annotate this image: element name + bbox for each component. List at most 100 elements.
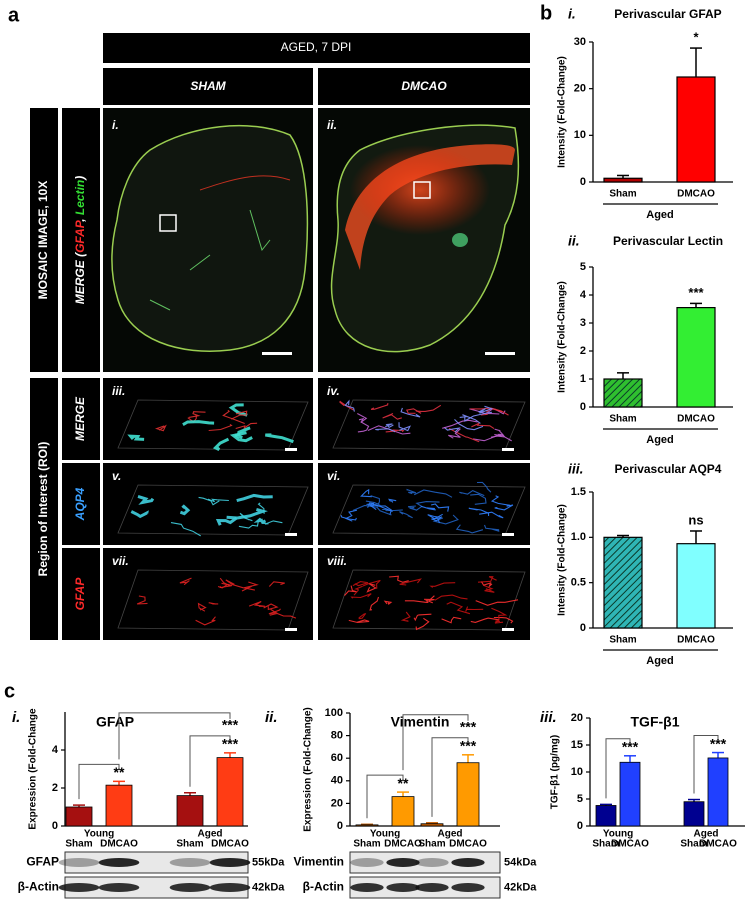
error-bar — [690, 47, 702, 77]
blot-band — [209, 883, 251, 892]
vessel — [230, 410, 248, 420]
vessel — [448, 428, 461, 439]
vessel — [415, 617, 430, 631]
vessel — [478, 405, 494, 414]
error-bar — [397, 791, 409, 797]
significance: ** — [114, 764, 125, 780]
image-label: ii. — [327, 118, 337, 132]
vessel — [339, 400, 354, 411]
vessel — [149, 209, 271, 311]
bracket — [189, 735, 231, 787]
vessel — [452, 233, 468, 247]
bar — [595, 805, 617, 827]
bracket — [402, 714, 469, 771]
vessel — [413, 613, 432, 622]
panel-roman: ii. — [265, 709, 278, 726]
vessel — [257, 502, 265, 514]
vessel — [366, 583, 377, 593]
vessel — [241, 581, 259, 592]
micrograph — [318, 463, 530, 545]
y-tick-label: 1.0 — [571, 531, 586, 543]
bar — [707, 757, 729, 827]
error-bar — [690, 302, 702, 308]
vessel — [494, 504, 514, 511]
vessel — [477, 576, 497, 583]
vessel — [350, 593, 372, 599]
vessel — [215, 516, 238, 526]
y-tick-label: 0 — [577, 820, 583, 832]
row-label: AQP4 — [73, 487, 87, 521]
panel-label: a — [8, 4, 20, 26]
vessel — [179, 577, 192, 586]
significance: ns — [688, 512, 703, 527]
image-label: vii. — [112, 554, 129, 568]
bar — [176, 795, 204, 827]
vessel — [340, 515, 357, 521]
bar — [603, 378, 643, 408]
y-tick-label: 80 — [331, 730, 343, 742]
micrograph — [103, 463, 313, 545]
bracket — [366, 774, 404, 819]
bracket — [605, 738, 631, 799]
chart-title: Perivascular AQP4 — [615, 462, 722, 476]
x-tick-label: Young — [84, 829, 114, 840]
vessel — [415, 404, 442, 412]
row-label: Region of Interest (ROI) — [36, 442, 50, 577]
error-bar — [184, 792, 196, 796]
blot-band — [169, 858, 211, 867]
vessel — [443, 426, 461, 433]
y-tick-label: 30 — [574, 36, 586, 48]
scale-bar — [285, 533, 297, 536]
vessel — [348, 619, 370, 624]
vessel — [465, 606, 484, 612]
blot-label: Vimentin — [294, 855, 344, 869]
scale-bar — [502, 448, 514, 451]
y-tick-label: 0 — [580, 401, 586, 413]
vessel — [427, 513, 443, 520]
vessel — [182, 420, 215, 427]
chart-title: Perivascular Lectin — [613, 234, 723, 248]
vessel — [455, 524, 484, 534]
vessel — [198, 496, 220, 506]
y-tick-label: 20 — [571, 712, 583, 724]
vessel — [420, 505, 436, 511]
vessel — [399, 511, 413, 519]
vessel — [442, 419, 478, 429]
vessel — [491, 607, 508, 620]
y-tick-label: 1.5 — [571, 486, 586, 498]
y-axis-label: Intensity (Fold-Change) — [557, 504, 568, 616]
vessel — [431, 516, 443, 524]
y-axis-label: Intensity (Fold-Change) — [557, 281, 568, 393]
y-tick-label: 10 — [571, 766, 583, 778]
merge-part: GFAP — [73, 219, 87, 253]
header: AGED, 7 DPI — [281, 40, 352, 54]
y-tick-label: 100 — [325, 707, 343, 719]
vessel — [261, 520, 283, 525]
panel-a: AGED, 7 DPI SHAM DMCAO MOSAIC IMAGE, 10X… — [30, 33, 530, 640]
scale-bar — [262, 352, 292, 355]
bar — [676, 543, 716, 629]
row-bar — [62, 548, 100, 640]
blot-band — [98, 883, 140, 892]
column-bar — [318, 68, 530, 105]
bar — [676, 76, 716, 183]
merge-part: MERGE ( — [73, 251, 87, 304]
vessel — [137, 494, 155, 505]
bar — [355, 824, 379, 827]
y-tick-label: 2 — [580, 345, 586, 357]
vessel — [399, 578, 422, 586]
y-tick-label: 40 — [331, 775, 343, 787]
row-bar — [62, 463, 100, 545]
lane-label: Sham — [680, 839, 707, 850]
bar — [65, 806, 93, 827]
y-tick-label: 2 — [52, 782, 58, 794]
vessel — [207, 498, 229, 503]
merge-part: , — [73, 215, 87, 223]
vessel — [388, 498, 397, 503]
lane-label: Sham — [353, 839, 380, 850]
bracket — [693, 735, 719, 794]
vessel — [459, 489, 485, 497]
scale-bar — [502, 628, 514, 631]
vessel — [229, 431, 253, 443]
vessel — [269, 612, 297, 619]
